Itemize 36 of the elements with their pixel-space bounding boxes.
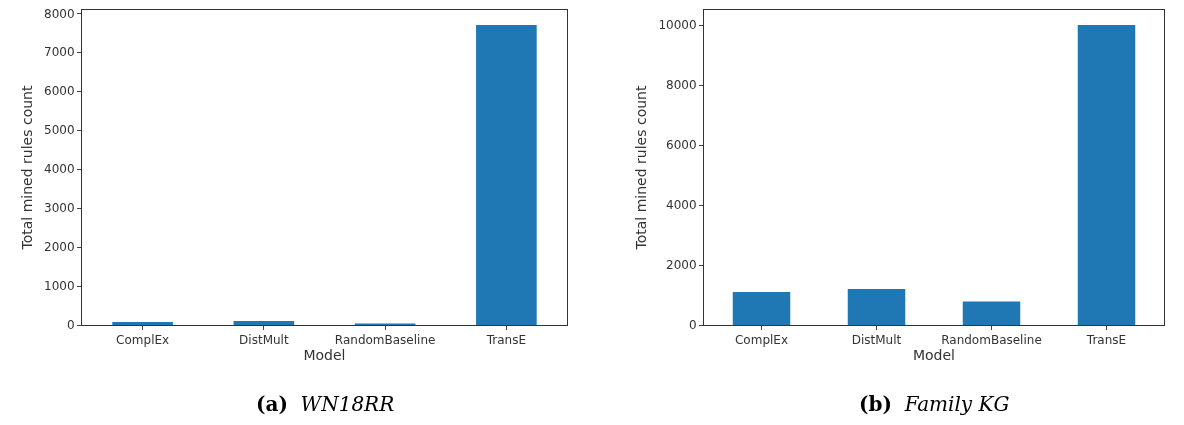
y-tick-label: 4000 <box>44 162 75 177</box>
bar <box>1077 25 1136 325</box>
y-tick-label: 8000 <box>44 6 75 21</box>
y-tick-label: 2000 <box>44 240 75 255</box>
x-axis-title: Model <box>912 347 956 364</box>
y-tick-label: 0 <box>688 318 697 333</box>
x-tick-label: RandomBaseline <box>334 333 436 348</box>
y-tick-label: 10000 <box>658 18 697 33</box>
y-axis-title: Total mined rules count <box>633 85 650 251</box>
y-tick-label: 4000 <box>666 198 697 213</box>
y-tick-label: 6000 <box>666 138 697 153</box>
y-tick-label: 6000 <box>44 84 75 99</box>
y-tick-label: 1000 <box>44 279 75 294</box>
x-tick-label: TransE <box>485 333 527 348</box>
bar <box>233 321 295 325</box>
text: (a) WN18RR <box>256 392 395 416</box>
y-tick-label: 5000 <box>44 123 75 138</box>
y-axis-title: Total mined rules count <box>18 85 35 251</box>
x-tick-label: TransE <box>1085 333 1127 348</box>
x-tick-label: DistMult <box>239 333 289 348</box>
bar <box>476 25 537 325</box>
x-tick-label: ComplEx <box>116 333 170 348</box>
y-tick-label: 2000 <box>666 258 697 273</box>
y-tick-label: 8000 <box>666 78 697 93</box>
bar <box>732 292 791 325</box>
y-tick-label: 3000 <box>44 201 75 216</box>
y-tick-label: 7000 <box>44 45 75 60</box>
x-axis-title: Model <box>303 347 346 364</box>
x-tick-label: DistMult <box>851 333 902 348</box>
x-tick-label: RandomBaseline <box>941 333 1042 348</box>
bar <box>112 321 173 325</box>
y-tick-label: 0 <box>66 318 75 333</box>
bar <box>962 301 1021 325</box>
bar <box>847 289 906 325</box>
x-tick-label: ComplEx <box>734 333 789 348</box>
text: (b) Family KG <box>859 392 1010 416</box>
